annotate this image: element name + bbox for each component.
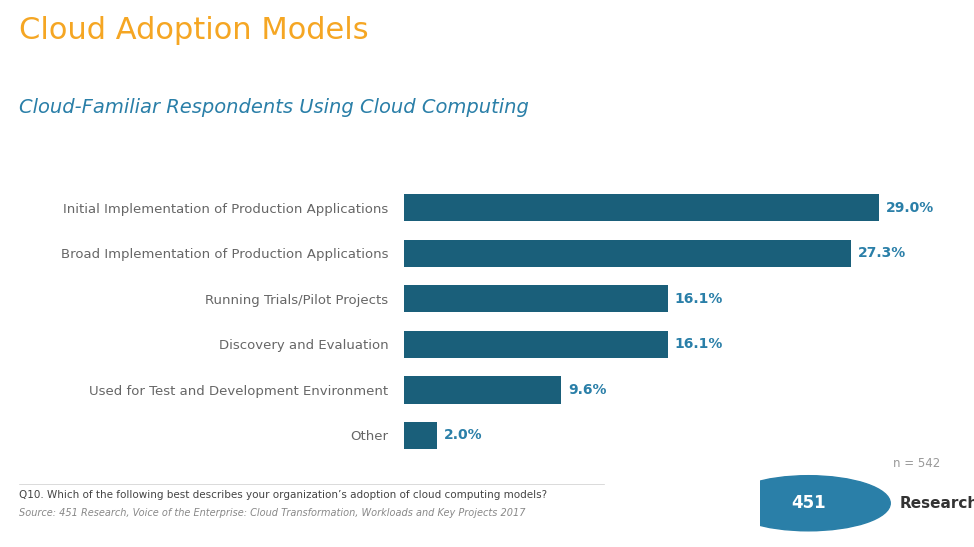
Text: n = 542: n = 542	[892, 457, 940, 470]
Bar	[404, 285, 668, 312]
Text: 27.3%: 27.3%	[858, 246, 906, 260]
Bar	[404, 240, 851, 267]
Text: 2.0%: 2.0%	[443, 428, 482, 443]
Circle shape	[727, 476, 890, 531]
Text: Cloud-Familiar Respondents Using Cloud Computing: Cloud-Familiar Respondents Using Cloud C…	[19, 98, 529, 118]
Bar	[404, 422, 437, 449]
Text: 9.6%: 9.6%	[568, 383, 607, 397]
Text: 16.1%: 16.1%	[674, 337, 723, 351]
Text: Source: 451 Research, Voice of the Enterprise: Cloud Transformation, Workloads a: Source: 451 Research, Voice of the Enter…	[19, 508, 526, 517]
Text: Research: Research	[900, 496, 974, 511]
Text: 29.0%: 29.0%	[885, 201, 934, 215]
Bar	[404, 376, 561, 404]
Bar	[404, 331, 668, 358]
Text: Q10. Which of the following best describes your organization’s adoption of cloud: Q10. Which of the following best describ…	[19, 490, 547, 499]
Text: 16.1%: 16.1%	[674, 292, 723, 306]
Bar	[404, 194, 880, 222]
Text: Cloud Adoption Models: Cloud Adoption Models	[19, 16, 369, 45]
Text: 451: 451	[791, 494, 826, 512]
